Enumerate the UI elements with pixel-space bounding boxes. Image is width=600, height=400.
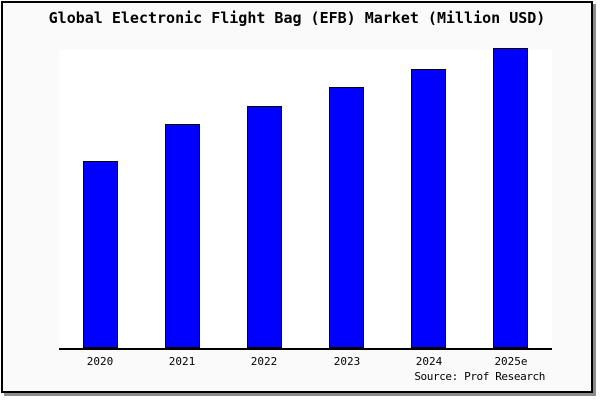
x-tick-label-2020: 2020 <box>86 355 114 368</box>
chart-title: Global Electronic Flight Bag (EFB) Marke… <box>48 9 546 27</box>
x-tick-label-2024: 2024 <box>415 355 443 368</box>
bar-2022 <box>247 106 282 348</box>
x-tick-label-2022: 2022 <box>250 355 278 368</box>
bar-2021 <box>165 124 200 348</box>
plot-area <box>59 48 552 350</box>
bar-2020 <box>83 161 118 348</box>
x-tick-label-2021: 2021 <box>168 355 196 368</box>
bar-2024 <box>411 69 446 348</box>
source-note: Source: Prof Research <box>414 370 545 383</box>
bar-2023 <box>329 87 364 348</box>
bar-2025e <box>493 48 528 348</box>
x-tick-label-2023: 2023 <box>333 355 361 368</box>
x-axis: 2020 2021 2022 2023 2024 2025e <box>59 355 552 371</box>
chart-frame: Global Electronic Flight Bag (EFB) Marke… <box>1 1 593 393</box>
x-tick-label-2025e: 2025e <box>494 355 528 368</box>
